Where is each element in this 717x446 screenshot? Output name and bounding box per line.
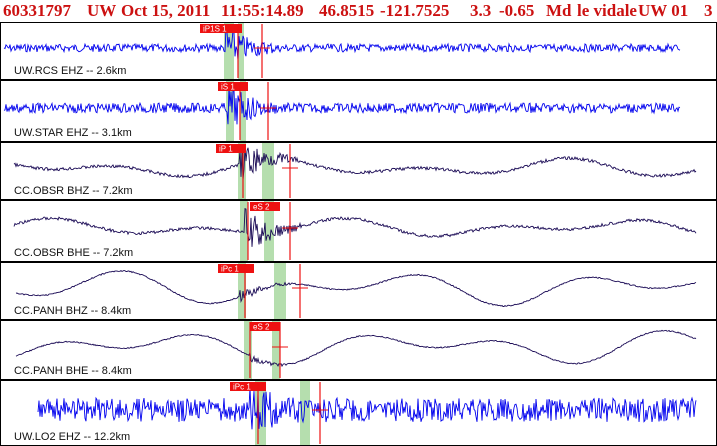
station-label: CC.PANH BHE -- 8.4km	[14, 365, 132, 377]
seismogram-panel-stack: iP1S 1 UW.RCS EHZ -- 2.6km iS 1 UW.STAR EHZ…	[0, 22, 717, 446]
pick-tag-label: iP 1	[219, 145, 233, 154]
event-version: UW 01	[638, 1, 689, 20]
pick-tag-label: iS 1	[221, 83, 235, 92]
pick-window[interactable]	[274, 263, 286, 319]
event-network: UW	[87, 1, 117, 20]
seismogram-panel[interactable]: eS 2 CC.PANH BHE -- 8.4km	[0, 320, 717, 380]
pick-tag-label: eS 2	[253, 203, 270, 212]
pick-tag[interactable]	[230, 382, 266, 391]
waveform-trace	[15, 329, 697, 368]
event-date: Oct 15, 2011	[121, 1, 211, 20]
waveform-trace	[37, 386, 697, 430]
pick-window[interactable]	[300, 381, 310, 445]
pick-tag-label: iP1S 1	[203, 25, 227, 34]
pick-tag[interactable]	[250, 322, 280, 331]
station-label: UW.LO2 EHZ -- 12.2km	[14, 431, 130, 443]
pick-tag-label: eS 2	[253, 323, 270, 332]
seismogram-panel[interactable]: iPc 1 CC.PANH BHZ -- 8.4km	[0, 262, 717, 320]
pick-tag[interactable]	[218, 82, 248, 91]
event-magnitude: -0.65	[499, 1, 535, 20]
pick-window[interactable]	[238, 23, 244, 79]
station-label: CC.PANH BHZ -- 8.4km	[14, 305, 131, 317]
pick-tag-label: iPc 1	[233, 383, 251, 392]
event-analyst: le vidale	[577, 1, 637, 20]
event-time: 11:55:14.89	[221, 1, 304, 20]
pick-tag[interactable]	[250, 202, 280, 211]
event-longitude: -121.7525	[380, 1, 450, 20]
pick-tag[interactable]	[216, 144, 246, 153]
station-label: UW.RCS EHZ -- 2.6km	[14, 65, 126, 77]
pick-window[interactable]	[238, 263, 246, 319]
pick-window[interactable]	[240, 81, 246, 141]
seismogram-panel[interactable]: eS 2 CC.OBSR BHE -- 7.2km	[0, 200, 717, 262]
page-number: 3	[704, 1, 713, 20]
event-depth: 3.3	[470, 1, 492, 20]
seismogram-panel[interactable]: iP1S 1 UW.RCS EHZ -- 2.6km	[0, 22, 717, 80]
pick-window[interactable]	[264, 201, 274, 261]
seismogram-panel[interactable]: iPc 1 UW.LO2 EHZ -- 12.2km	[0, 380, 717, 446]
event-id: 60331797	[3, 1, 71, 20]
seismogram-panel[interactable]: iS 1 UW.STAR EHZ -- 3.1km	[0, 80, 717, 142]
waveform-trace	[15, 270, 697, 307]
station-label: UW.STAR EHZ -- 3.1km	[14, 127, 132, 139]
event-header: 60331797 UW Oct 15, 2011 11:55:14.89 46.…	[0, 0, 717, 22]
pick-tag[interactable]	[200, 24, 242, 33]
pick-window[interactable]	[272, 321, 280, 379]
event-latitude: 46.8515	[319, 1, 375, 20]
pick-window[interactable]	[238, 143, 246, 199]
waveform-trace	[3, 27, 681, 61]
seismogram-canvas: iP1S 1 UW.RCS EHZ -- 2.6km iS 1 UW.STAR EHZ…	[0, 22, 717, 446]
waveform-trace	[13, 146, 697, 181]
event-magnitude-type: Md	[546, 1, 572, 20]
waveform-trace	[3, 85, 681, 125]
pick-tag[interactable]	[218, 264, 254, 273]
pick-window[interactable]	[262, 143, 274, 199]
pick-window[interactable]	[226, 81, 234, 141]
station-label: CC.OBSR BHE -- 7.2km	[14, 247, 133, 259]
pick-window[interactable]	[244, 321, 252, 379]
pick-tag-label: iPc 1	[221, 265, 239, 274]
station-label: CC.OBSR BHZ -- 7.2km	[14, 185, 133, 197]
pick-window[interactable]	[224, 23, 234, 79]
seismogram-panel[interactable]: iP 1 CC.OBSR BHZ -- 7.2km	[0, 142, 717, 200]
waveform-trace	[13, 207, 697, 247]
